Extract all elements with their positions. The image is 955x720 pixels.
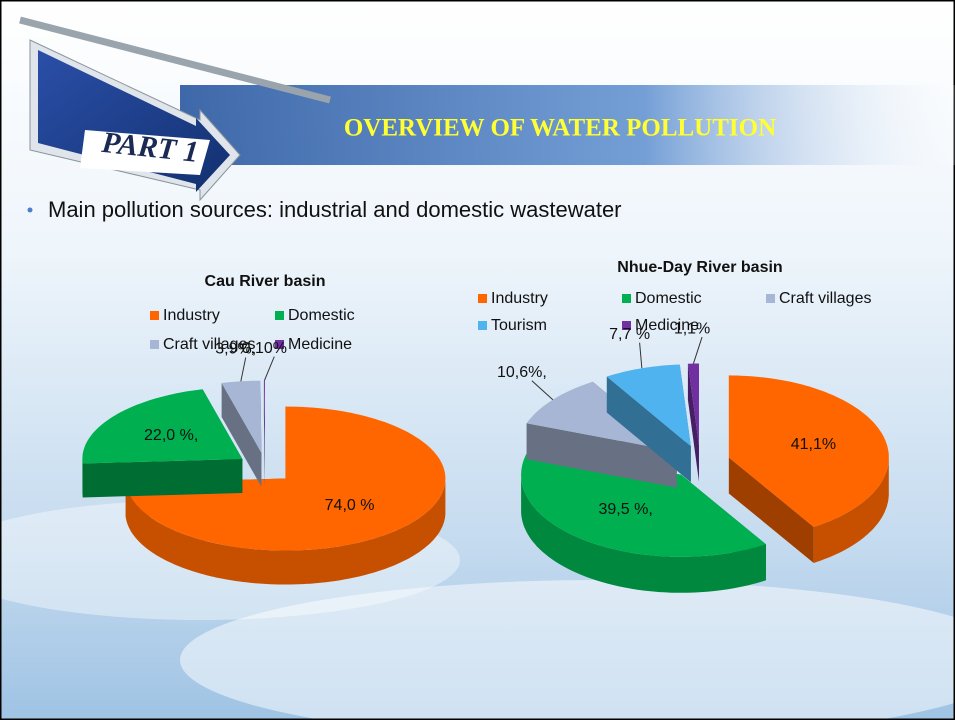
slice-wall <box>83 459 243 498</box>
legend-label: Domestic <box>288 307 355 324</box>
legend-swatch <box>622 294 631 303</box>
data-label: 39,5 %, <box>599 501 653 518</box>
data-label: 22,0 %, <box>144 427 198 444</box>
legend-swatch <box>150 311 159 320</box>
bullet-text: Main pollution sources: industrial and d… <box>48 197 622 222</box>
data-label: 1,1% <box>674 320 710 337</box>
legend-label: Industry <box>491 290 548 307</box>
slide: PART 1 OVERVIEW OF WATER POLLUTION Main … <box>0 0 955 720</box>
data-label: 0,10% <box>242 340 287 357</box>
legend-label: Tourism <box>491 317 547 334</box>
data-label: 7,7 % <box>609 326 650 343</box>
legend-swatch <box>150 340 159 349</box>
data-label: 10,6%, <box>497 364 547 381</box>
legend-label: Medicine <box>288 336 352 353</box>
legend-swatch <box>478 321 487 330</box>
legend-label: Craft villages <box>779 290 871 307</box>
data-label: 41,1% <box>791 436 836 453</box>
legend-swatch <box>766 294 775 303</box>
legend-swatch <box>478 294 487 303</box>
chart-title: Cau River basin <box>205 273 326 290</box>
legend-swatch <box>275 311 284 320</box>
legend-label: Domestic <box>635 290 702 307</box>
data-label: 74,0 % <box>325 497 375 514</box>
slide-title: OVERVIEW OF WATER POLLUTION <box>344 115 776 142</box>
chart-title: Nhue-Day River basin <box>617 259 782 276</box>
slide-canvas: PART 1 OVERVIEW OF WATER POLLUTION Main … <box>0 0 955 720</box>
legend-label: Industry <box>163 307 220 324</box>
bullet-dot <box>28 208 33 213</box>
